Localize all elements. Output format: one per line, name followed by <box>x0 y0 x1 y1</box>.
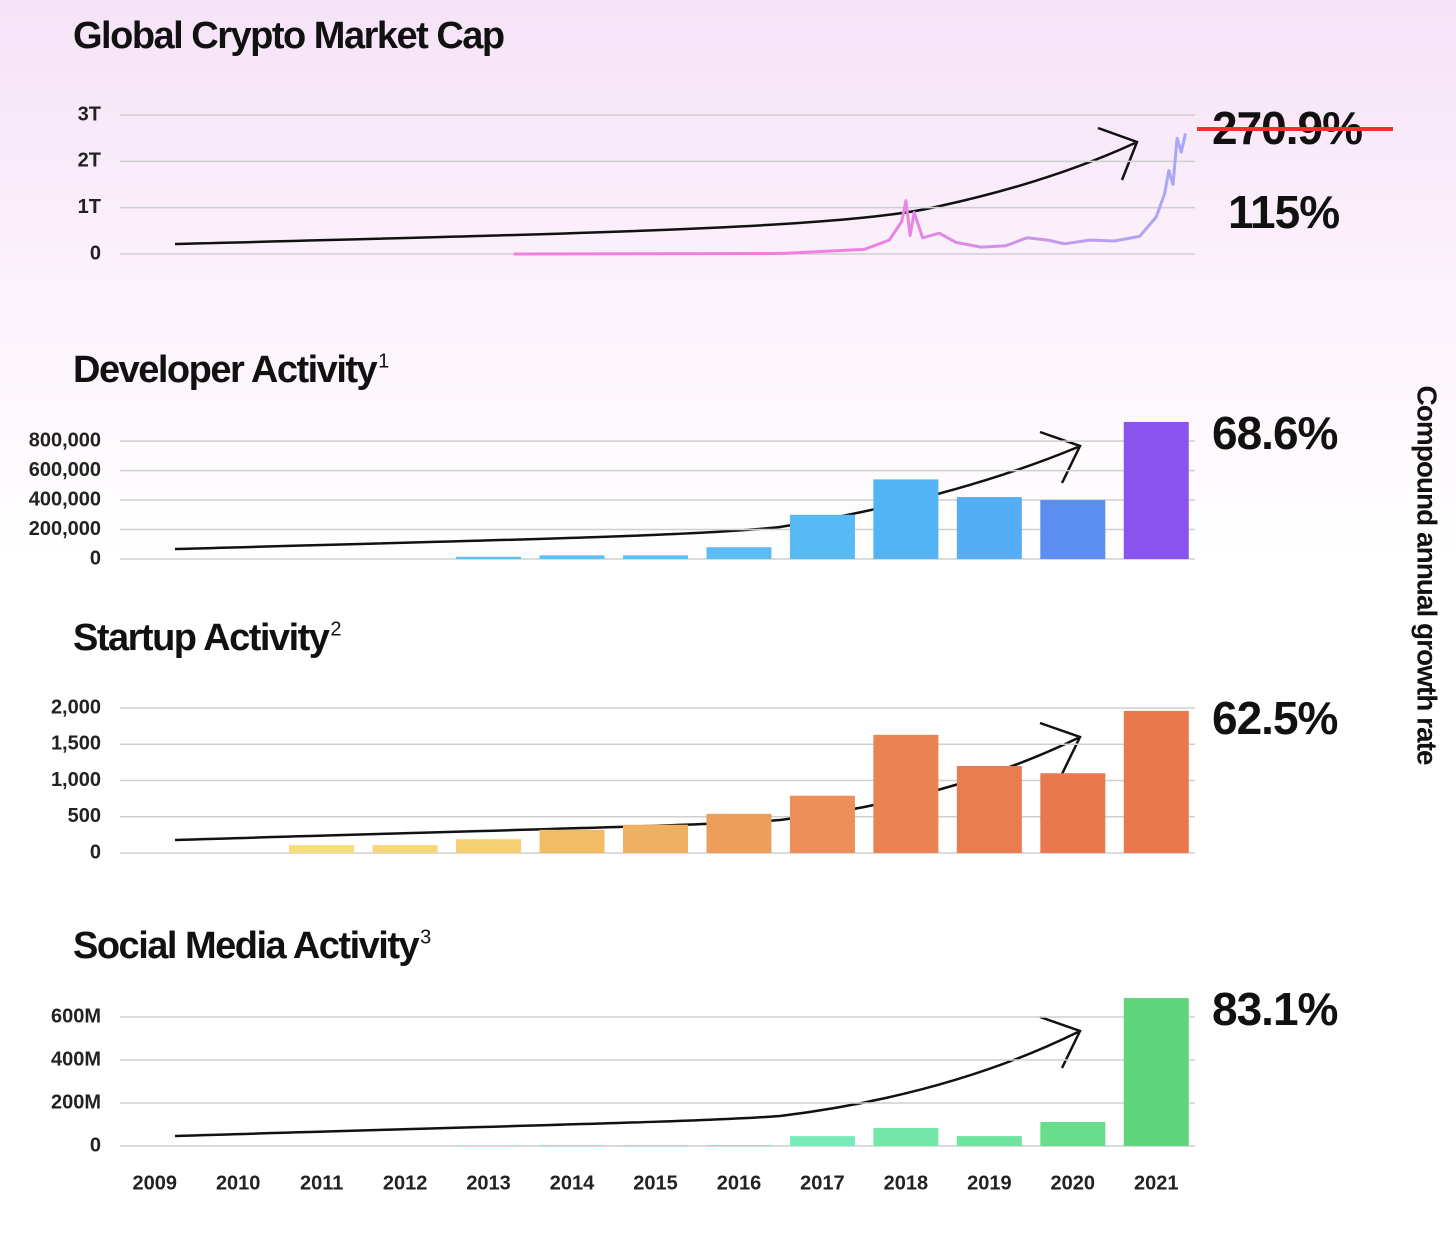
side-label: Compound annual growth rate <box>1412 386 1443 765</box>
annotation: 68.6% <box>1212 407 1338 459</box>
x-tick-label: 2011 <box>300 1172 343 1194</box>
y-tick-label: 3T <box>78 103 101 125</box>
y-tick-label: 400M <box>51 1048 101 1070</box>
bar <box>706 1144 772 1146</box>
bar <box>789 795 855 853</box>
bar <box>873 734 939 853</box>
y-tick-label: 0 <box>90 547 101 569</box>
chart-title: Social Media Activity <box>73 925 419 967</box>
bar <box>1040 500 1106 559</box>
bar <box>1123 998 1189 1146</box>
arrow-head <box>1039 430 1082 484</box>
arrow-head <box>1039 721 1082 775</box>
x-tick-label: 2012 <box>383 1172 428 1194</box>
bar <box>873 1127 939 1146</box>
bar <box>539 829 605 853</box>
bar <box>623 555 688 559</box>
chart-panel: Social Media Activity 3 0 200M 400M 600M 83.1%… <box>51 925 1339 1194</box>
trend-arrow <box>174 141 1136 246</box>
bar <box>706 547 772 559</box>
y-tick-label: 600M <box>51 1005 101 1027</box>
y-tick-label: 400,000 <box>29 488 101 510</box>
bar <box>956 497 1022 559</box>
y-tick-label: 1T <box>78 196 101 218</box>
x-tick-label: 2021 <box>1134 1172 1179 1194</box>
bar <box>372 845 438 853</box>
x-tick-label: 2014 <box>550 1172 595 1194</box>
bar <box>956 1136 1022 1146</box>
x-tick-label: 2016 <box>717 1172 762 1194</box>
bar <box>1123 421 1189 559</box>
market-cap-line <box>513 133 1187 256</box>
y-tick-label: 600,000 <box>29 459 101 481</box>
x-tick-label: 2013 <box>466 1172 511 1194</box>
x-tick-label: 2018 <box>884 1172 929 1194</box>
annotation: 62.5% <box>1212 692 1338 744</box>
x-tick-label: 2020 <box>1051 1172 1096 1194</box>
chart-title: Developer Activity <box>73 349 378 391</box>
bar <box>456 1145 522 1146</box>
bar <box>623 824 688 853</box>
bar <box>456 556 522 559</box>
bar <box>789 1136 855 1146</box>
trend-arrow <box>174 736 1079 842</box>
bar <box>539 1144 605 1146</box>
annotation: 83.1% <box>1212 983 1338 1035</box>
chart-panel: Developer Activity 1 0 200,000 400,000 600,00… <box>29 349 1339 569</box>
x-tick-label: 2017 <box>800 1172 845 1194</box>
y-tick-label: 200M <box>51 1091 101 1113</box>
y-tick-label: 800,000 <box>29 429 101 451</box>
x-tick-label: 2015 <box>633 1172 678 1194</box>
bar <box>539 555 605 559</box>
bar <box>956 766 1022 853</box>
bar <box>706 813 772 853</box>
chart-title: Global Crypto Market Cap <box>73 15 504 57</box>
title-footnote: 3 <box>420 926 431 948</box>
title-footnote: 1 <box>378 350 389 372</box>
y-tick-label: 0 <box>90 841 101 863</box>
y-tick-label: 0 <box>90 1134 101 1156</box>
bar <box>1040 773 1106 853</box>
bar <box>873 479 939 559</box>
y-tick-label: 500 <box>68 805 101 827</box>
chart-title: Startup Activity <box>73 617 330 659</box>
bar <box>623 1144 688 1146</box>
bar <box>789 514 855 559</box>
y-tick-label: 1,000 <box>51 769 101 791</box>
arrow-head <box>1039 1015 1082 1069</box>
bar <box>289 845 355 853</box>
y-tick-label: 2T <box>78 150 101 172</box>
y-tick-label: 0 <box>90 242 101 264</box>
bar <box>456 839 522 853</box>
title-footnote: 2 <box>330 618 341 640</box>
x-tick-label: 2019 <box>967 1172 1012 1194</box>
x-tick-label: 2010 <box>216 1172 261 1194</box>
arrow-head <box>1097 126 1139 181</box>
bar <box>1123 710 1189 853</box>
bar <box>1040 1121 1106 1146</box>
trend-arrow <box>174 1030 1079 1138</box>
trend-arrow <box>174 445 1079 551</box>
y-tick-label: 1,500 <box>51 733 101 755</box>
y-tick-label: 200,000 <box>29 518 101 540</box>
chart-panel: Startup Activity 2 0 500 1,000 1,500 2,000 62.5… <box>51 617 1339 863</box>
y-tick-label: 2,000 <box>51 696 101 718</box>
x-tick-label: 2009 <box>132 1172 177 1194</box>
annotation: 115% <box>1228 186 1339 238</box>
